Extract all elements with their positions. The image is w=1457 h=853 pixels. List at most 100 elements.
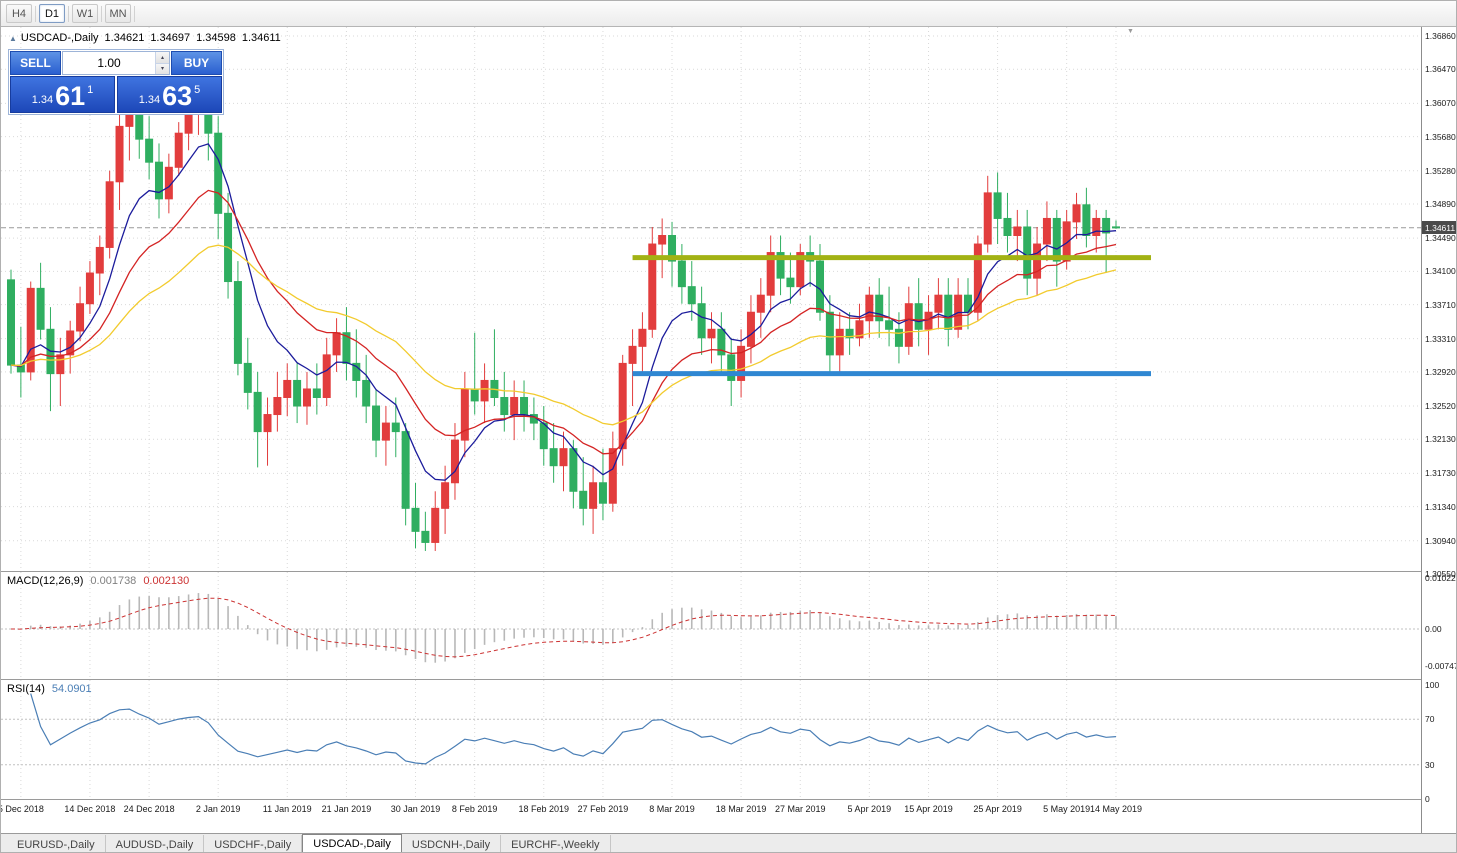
volume-box: 1.00 ▴ ▾	[62, 51, 170, 75]
sell-button[interactable]: SELL	[10, 51, 61, 75]
chart-shift-marker-icon: ▼	[1127, 28, 1134, 35]
macd-panel-divider[interactable]	[1, 571, 1456, 572]
date-label[interactable]: 27 Feb 2019	[577, 804, 629, 814]
ask-pip-digit: 5	[194, 84, 201, 96]
timeframe-toolbar: H4 D1 W1 MN	[1, 1, 1456, 27]
date-label[interactable]: 14 May 2019	[1089, 804, 1142, 814]
chart-title-symbol: USDCAD-,Daily	[20, 32, 99, 44]
price-axis-label: 1.36860	[1425, 31, 1456, 41]
volume-down-button[interactable]: ▾	[156, 63, 169, 74]
rsi-axis-label: 30	[1425, 759, 1435, 770]
chart-tab-usdchf-daily[interactable]: USDCHF-,Daily	[204, 835, 303, 852]
macd-name: MACD(12,26,9)	[7, 575, 84, 587]
price-axis-label: 1.31730	[1425, 468, 1456, 479]
toolbar-separator	[134, 5, 135, 22]
date-label[interactable]: 24 Dec 2018	[123, 804, 175, 814]
ohlc-open: 1.34621	[104, 32, 145, 44]
price-axis-label: 1.30940	[1425, 535, 1456, 546]
rsi-axis-label: 100	[1425, 680, 1440, 690]
chart-tab-usdcad-daily[interactable]: USDCAD-,Daily	[302, 834, 402, 852]
toolbar-separator	[35, 5, 36, 22]
price-axis-label: 1.34890	[1425, 198, 1456, 209]
macd-axis-label: 0.0102250	[1425, 572, 1456, 583]
date-label[interactable]: 5 May 2019	[1043, 804, 1091, 814]
ohlc-low: 1.34598	[196, 32, 236, 44]
price-axis-label: 1.30550	[1425, 568, 1456, 579]
toolbar-separator	[68, 5, 69, 22]
rsi-panel-divider[interactable]	[1, 679, 1456, 680]
date-label[interactable]: 18 Feb 2019	[518, 804, 570, 814]
date-label[interactable]: 21 Jan 2019	[321, 804, 372, 814]
macd-signal-line	[10, 597, 1117, 658]
date-label[interactable]: 11 Jan 2019	[262, 804, 312, 814]
ma-fast-line	[10, 143, 1117, 481]
macd-axis-label: -0.0074750	[1425, 661, 1456, 672]
date-label[interactable]: 27 Mar 2019	[774, 804, 826, 814]
date-label[interactable]: 5 Apr 2019	[847, 804, 892, 814]
bid-prefix: 1.34	[31, 94, 54, 106]
volume-spinner: ▴ ▾	[155, 52, 169, 74]
date-label[interactable]: 18 Mar 2019	[715, 804, 767, 814]
toolbar-separator	[101, 5, 102, 22]
timeframe-button-d1[interactable]: D1	[39, 4, 65, 23]
price-axis-label: 1.33710	[1425, 299, 1456, 310]
rsi-panel-canvas[interactable]	[1, 680, 1422, 799]
macd-axis-label: 0.00	[1425, 624, 1442, 634]
timeframe-button-mn[interactable]: MN	[105, 4, 131, 23]
chart-tab-audusd-daily[interactable]: AUDUSD-,Daily	[106, 835, 205, 852]
volume-input[interactable]: 1.00	[97, 56, 121, 70]
timeframe-button-w1[interactable]: W1	[72, 4, 98, 23]
bid-pip-digit: 1	[87, 84, 94, 96]
date-label[interactable]: 25 Apr 2019	[973, 804, 1022, 814]
ma-slow-line	[10, 244, 1117, 426]
price-axis-label: 1.32520	[1425, 401, 1456, 412]
price-axis-label: 1.35680	[1425, 131, 1456, 142]
ask-price-box[interactable]: 1.34 63 5	[117, 76, 222, 113]
symbol-arrow-icon: ▲	[9, 34, 17, 43]
macd-panel-canvas[interactable]	[1, 572, 1422, 679]
macd-label: MACD(12,26,9) 0.001738 0.002130	[7, 575, 189, 587]
chart-tab-eurchf-weekly[interactable]: EURCHF-,Weekly	[501, 835, 611, 852]
rsi-value: 54.0901	[51, 683, 92, 695]
date-label[interactable]: 8 Feb 2019	[451, 804, 498, 814]
price-axis-label: 1.34490	[1425, 233, 1456, 244]
ma-medium-line	[10, 189, 1117, 455]
macd-histogram	[20, 593, 1117, 663]
macd-main-value: 0.001738	[90, 575, 137, 587]
chart-tab-eurusd-daily[interactable]: EURUSD-,Daily	[7, 835, 106, 852]
price-axis-label: 1.34100	[1425, 266, 1456, 277]
price-axis-label: 1.31340	[1425, 501, 1456, 512]
candles-layer	[7, 85, 1120, 551]
rsi-axis-label: 0	[1425, 794, 1430, 804]
price-axis-label: 1.35280	[1425, 165, 1456, 176]
bid-price-box[interactable]: 1.34 61 1	[10, 76, 115, 113]
one-click-trading-panel: SELL 1.00 ▴ ▾ BUY 1.34 61 1 1.34 63 5	[8, 49, 224, 115]
chart-tab-bar: EURUSD-,Daily AUDUSD-,Daily USDCHF-,Daily U…	[1, 833, 1456, 852]
chart-tab-usdcnh-daily[interactable]: USDCNH-,Daily	[402, 835, 502, 852]
price-axis-border	[1421, 27, 1422, 833]
date-label[interactable]: 30 Jan 2019	[390, 804, 441, 814]
chart-title: ▲ USDCAD-,Daily 1.34621 1.34697 1.34598 1.346…	[9, 32, 281, 44]
rsi-axis-label: 70	[1425, 714, 1435, 725]
buy-button[interactable]: BUY	[171, 51, 222, 75]
date-label[interactable]: 15 Apr 2019	[904, 804, 953, 814]
timeframe-button-h4[interactable]: H4	[6, 4, 32, 23]
volume-up-button[interactable]: ▴	[156, 52, 169, 64]
bid-big-digits: 61	[55, 81, 86, 111]
rsi-line	[30, 693, 1117, 765]
ask-prefix: 1.34	[138, 94, 161, 106]
price-axis-label: 1.36470	[1425, 64, 1456, 75]
time-axis-divider	[1, 799, 1456, 800]
macd-signal-value: 0.002130	[143, 575, 190, 587]
price-axis-label: 1.33310	[1425, 333, 1456, 344]
date-label[interactable]: 5 Dec 2018	[0, 804, 44, 814]
price-axis[interactable]: 1.36860 1.36470 1.36070 1.35680 1.35280 1.348…	[1422, 27, 1456, 833]
date-label[interactable]: 2 Jan 2019	[195, 804, 241, 814]
date-label[interactable]: 14 Dec 2018	[64, 804, 116, 814]
rsi-label: RSI(14) 54.0901	[7, 683, 92, 695]
date-label[interactable]: 8 Mar 2019	[649, 804, 695, 814]
ohlc-high: 1.34697	[150, 32, 191, 44]
main-chart-canvas[interactable]	[1, 27, 1422, 571]
rsi-name: RSI(14)	[7, 683, 45, 695]
